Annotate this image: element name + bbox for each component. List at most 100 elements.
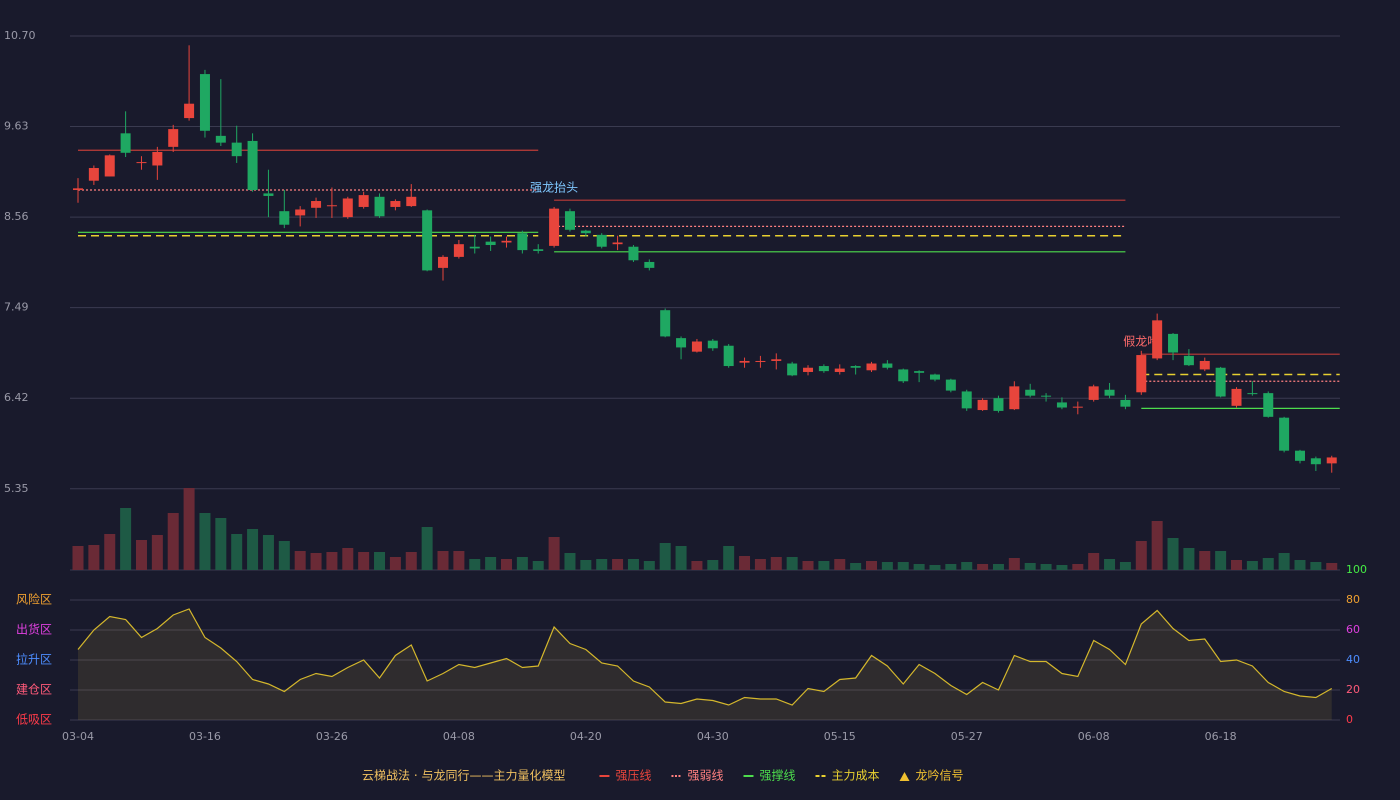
x-tick-label: 05-27 <box>951 730 983 743</box>
candle-body <box>168 129 179 147</box>
volume-bar <box>770 557 782 570</box>
zone-label: 出货区 <box>16 622 52 637</box>
volume-bar <box>278 541 290 570</box>
volume-bar <box>1246 561 1258 570</box>
volume-bar <box>1231 560 1243 570</box>
candle-body <box>771 359 782 361</box>
candle-body <box>723 345 734 367</box>
candle-body <box>977 399 988 411</box>
y2-tick-label: 60 <box>1346 623 1360 636</box>
candle-body <box>136 162 147 164</box>
legend-label: 龙吟信号 <box>916 768 964 783</box>
candle-body <box>279 211 290 225</box>
candle-body <box>898 369 909 382</box>
candle-body <box>73 188 83 191</box>
candle-body <box>1247 393 1258 395</box>
candle-body <box>834 368 845 372</box>
candle-body <box>1279 417 1290 451</box>
x-tick-label: 04-30 <box>697 730 729 743</box>
candle-body <box>390 201 401 207</box>
volume-bar <box>469 559 481 570</box>
candle-body <box>1088 386 1099 400</box>
volume-bar <box>1104 559 1116 570</box>
volume-bar <box>612 559 624 570</box>
volume-bar <box>945 564 957 570</box>
candle-body <box>358 195 369 207</box>
volume-bar <box>500 559 512 570</box>
candle-body <box>311 201 322 208</box>
candle-body <box>739 360 750 363</box>
volume-bar <box>977 564 989 570</box>
candle-body <box>564 211 575 230</box>
volume-bar <box>675 546 687 570</box>
volume-bar <box>1215 551 1227 570</box>
candle-body <box>120 133 131 153</box>
volume-bar <box>262 535 274 570</box>
candle-body <box>184 103 195 119</box>
y-tick-label: 8.56 <box>4 210 29 223</box>
candle-body <box>787 363 798 376</box>
candle-body <box>326 205 337 207</box>
candle-body <box>1231 388 1242 406</box>
candle-body <box>485 241 496 246</box>
volume-bar <box>961 562 973 570</box>
volume-bar <box>437 551 449 570</box>
legend-label: 主力成本 <box>832 769 880 783</box>
candle-body <box>961 391 972 409</box>
volume-bar <box>294 551 306 570</box>
volume-bar <box>1151 521 1163 570</box>
volume-bar <box>1072 564 1084 570</box>
y2-tick-label: 20 <box>1346 683 1360 696</box>
candle-body <box>882 363 893 368</box>
candle-body <box>580 230 591 234</box>
candle-body <box>612 242 623 245</box>
volume-bar <box>485 557 497 570</box>
candle-body <box>422 210 433 271</box>
candle-body <box>1072 406 1083 408</box>
legend-title: 云梯战法 · 与龙同行——主力量化模型 <box>362 769 565 783</box>
volume-bar <box>786 557 798 570</box>
volume-bar <box>310 553 322 570</box>
volume-bar <box>342 548 354 570</box>
volume-bar <box>1183 548 1195 570</box>
volume-bar <box>929 565 941 570</box>
y2-tick-label: 0 <box>1346 713 1353 726</box>
y-tick-label: 6.42 <box>4 391 29 404</box>
x-tick-label: 04-08 <box>443 730 475 743</box>
candle-body <box>549 208 560 246</box>
legend-label: 强撑线 <box>759 768 795 783</box>
candle-body <box>88 168 99 181</box>
volume-bar <box>1310 562 1322 570</box>
indicator-line <box>77 608 1333 706</box>
candle-body <box>263 193 274 196</box>
candle-body <box>707 340 718 349</box>
candle-body <box>628 246 639 261</box>
volume-bar <box>183 488 195 570</box>
legend-symbol <box>899 772 910 781</box>
y-tick-label: 5.35 <box>4 482 29 495</box>
volume-bar <box>1135 541 1147 570</box>
candle-body <box>1120 399 1131 407</box>
volume-bar <box>691 561 703 570</box>
x-tick-label: 03-16 <box>189 730 221 743</box>
zone-label: 风险区 <box>16 592 52 607</box>
candle-body <box>803 367 814 372</box>
candle-body <box>152 151 163 166</box>
volume-bar <box>754 559 766 570</box>
candle-body <box>755 360 766 362</box>
candle-body <box>1136 355 1147 393</box>
y-tick-label: 10.70 <box>4 29 36 42</box>
volume-bar <box>548 537 560 570</box>
candle-body <box>691 341 702 352</box>
candle-body <box>866 363 877 371</box>
volume-bar <box>215 518 227 570</box>
candle-body <box>1104 389 1115 396</box>
x-tick-label: 05-15 <box>824 730 856 743</box>
volume-bar <box>151 535 163 570</box>
volume-bar <box>564 553 576 570</box>
candle-body <box>342 198 353 218</box>
candle-body <box>406 196 417 207</box>
legend-label: 强压线 <box>615 769 651 783</box>
legend-label: 强弱线 <box>687 769 723 783</box>
